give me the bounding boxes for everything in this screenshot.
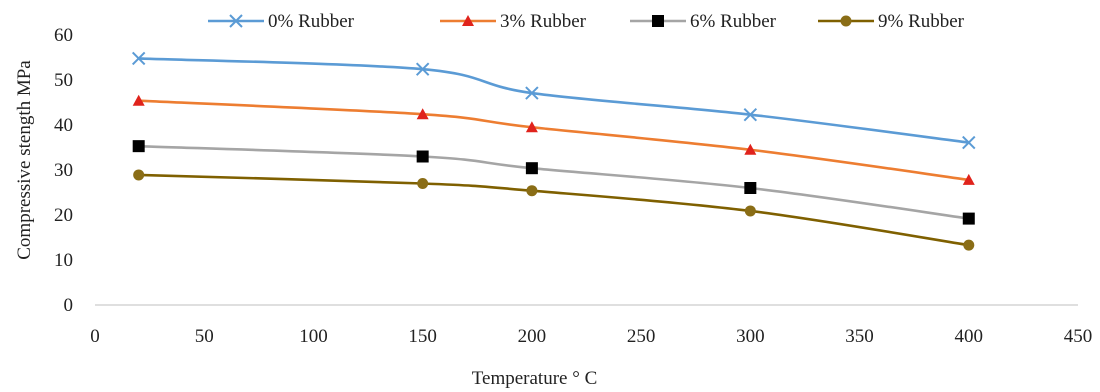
x-tick-label: 400: [955, 326, 984, 347]
legend-label: 3% Rubber: [500, 11, 587, 32]
y-tick-label: 50: [54, 70, 73, 91]
legend-label: 6% Rubber: [690, 11, 777, 32]
y-tick-label: 40: [54, 115, 73, 136]
data-point: [744, 205, 756, 217]
data-point: [416, 108, 429, 120]
x-tick-label: 100: [299, 326, 328, 347]
data-point: [525, 86, 539, 100]
legend: 0% Rubber 3% Rubber 6% Rubber 9% Rubber: [208, 11, 965, 32]
data-point: [417, 178, 429, 189]
legend-item: 9% Rubber: [818, 11, 965, 32]
y-axis-title: Compressive stength MPa: [14, 60, 35, 260]
y-tick-label: 30: [54, 160, 73, 181]
series-lines: [138, 57, 969, 247]
data-point: [132, 94, 145, 106]
data-point: [962, 212, 975, 225]
data-point: [963, 239, 975, 251]
legend-label: 0% Rubber: [268, 11, 355, 32]
x-tick-label: 250: [627, 326, 656, 347]
legend-item: 0% Rubber: [208, 11, 355, 32]
series-line: [138, 173, 969, 247]
data-point: [133, 169, 145, 181]
x-tick-label: 150: [408, 326, 437, 347]
data-point: [131, 51, 146, 66]
x-axis-ticks: 0 50 100 150 200 250 300 350 400 450: [90, 326, 1092, 347]
data-point: [416, 150, 429, 163]
x-tick-label: 50: [195, 326, 214, 347]
data-point: [132, 140, 145, 153]
legend-marker: [652, 15, 664, 27]
legend-marker: [840, 15, 852, 27]
data-point: [962, 135, 976, 150]
x-tick-label: 0: [90, 326, 100, 347]
legend-label: 9% Rubber: [878, 11, 965, 32]
y-tick-label: 0: [64, 295, 74, 316]
x-axis-title: Temperature ° C: [472, 368, 598, 389]
legend-item: 6% Rubber: [630, 11, 777, 32]
x-tick-label: 450: [1064, 326, 1093, 347]
data-point: [744, 143, 757, 155]
series-markers: [131, 51, 976, 251]
data-point: [525, 162, 538, 175]
legend-item: 3% Rubber: [440, 11, 587, 32]
series-line: [138, 99, 969, 182]
data-point: [415, 62, 430, 76]
legend-marker: [229, 14, 243, 28]
x-tick-label: 200: [518, 326, 547, 347]
series-line: [138, 144, 969, 220]
x-tick-label: 300: [736, 326, 765, 347]
y-tick-label: 60: [54, 25, 73, 46]
y-tick-label: 20: [54, 205, 73, 226]
data-point: [525, 121, 538, 133]
y-tick-label: 10: [54, 250, 73, 271]
y-axis-ticks: 0 10 20 30 40 50 60: [54, 25, 73, 316]
data-point: [744, 182, 757, 194]
data-point: [962, 173, 975, 185]
data-point: [743, 107, 758, 122]
legend-marker: [462, 15, 474, 26]
x-tick-label: 350: [845, 326, 874, 347]
data-point: [526, 185, 538, 197]
